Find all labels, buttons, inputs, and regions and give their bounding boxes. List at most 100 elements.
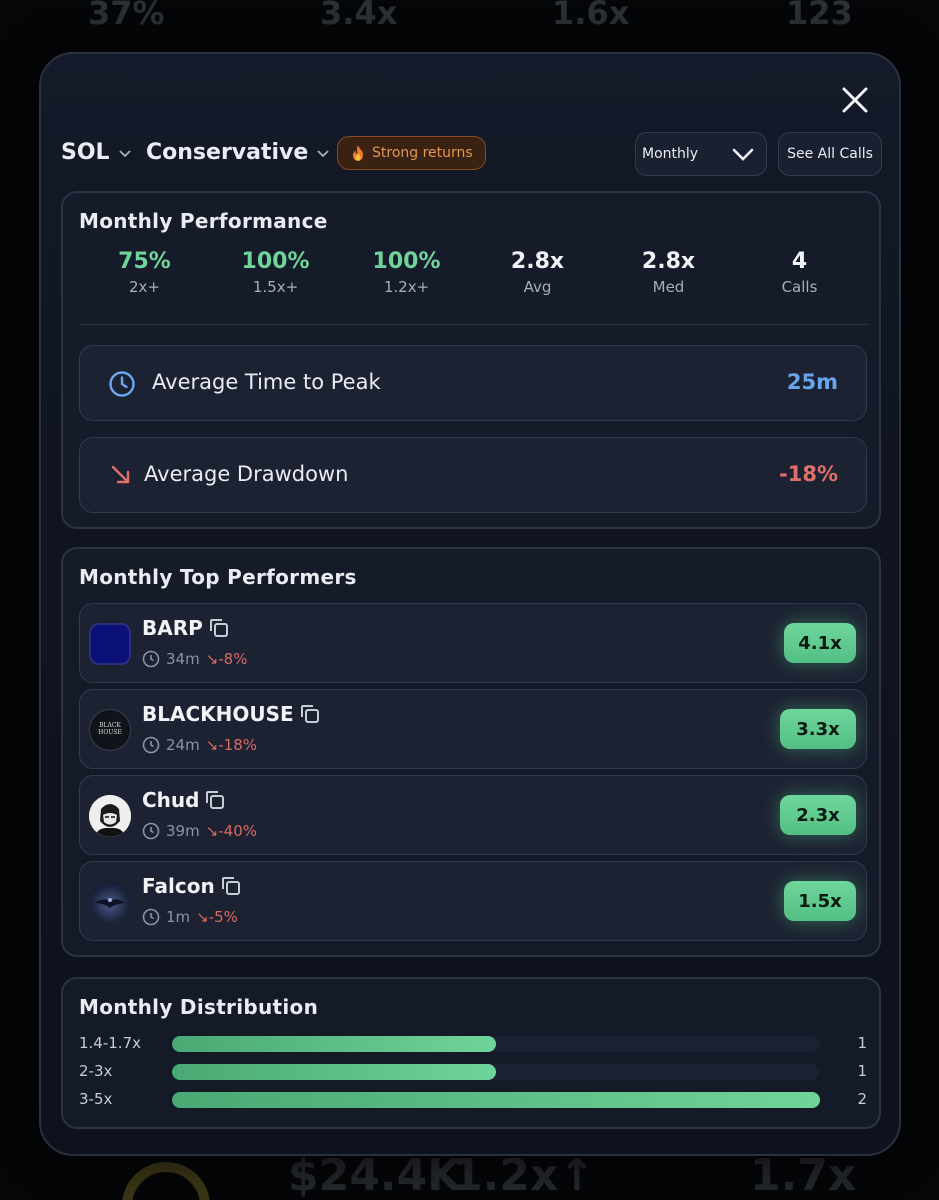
token-time: 24m — [166, 736, 200, 754]
stat-value: 4 — [791, 249, 808, 274]
card-title: Monthly Performance — [79, 209, 328, 233]
see-all-calls-button[interactable]: See All Calls — [778, 132, 882, 176]
copy-icon[interactable] — [203, 788, 227, 812]
token-meta: 34m ↘-8% — [142, 650, 247, 668]
token-drawdown: ↘-8% — [205, 650, 248, 668]
distribution-card: Monthly Distribution 1.4-1.7x 1 2-3x 1 3… — [61, 977, 881, 1129]
performer-row[interactable]: Falcon 1m ↘-5% 1.5x — [79, 861, 867, 941]
drawdown-metric: Average Drawdown -18% — [79, 437, 867, 513]
background-mult-right: 1.7x — [750, 1150, 857, 1200]
background-value: $24.4K — [288, 1150, 462, 1200]
stat-label: 1.5x+ — [252, 278, 299, 296]
token-meta: 39m ↘-40% — [142, 822, 257, 840]
metric-value: -18% — [779, 462, 838, 486]
stat-value: 100% — [241, 249, 310, 274]
distribution-count: 2 — [857, 1090, 867, 1108]
distribution-count: 1 — [857, 1034, 867, 1052]
token-name-label: Falcon — [142, 874, 215, 898]
token-time: 39m — [166, 822, 200, 840]
token-drawdown: ↘-5% — [196, 908, 238, 926]
performance-stats: 75% 2x+ 100% 1.5x+ 100% 1.2x+ 2.8x Avg 2.8x M… — [79, 249, 865, 305]
distribution-bar — [172, 1092, 820, 1108]
background-stat: 3.4x — [320, 0, 398, 32]
token-name-label: BARP — [142, 616, 203, 640]
strategy-select[interactable]: Conservative — [146, 140, 330, 165]
token-time: 34m — [166, 650, 200, 668]
stat-avg: 2.8x Avg — [472, 249, 603, 305]
distribution-track — [172, 1064, 820, 1080]
stat-label: Med — [652, 278, 685, 296]
copy-icon[interactable] — [207, 616, 231, 640]
token-drawdown: ↘-18% — [205, 736, 258, 754]
background-mult: 1.2x↑ — [452, 1150, 596, 1200]
chain-label: SOL — [61, 140, 110, 165]
stat-label: Avg — [523, 278, 552, 296]
distribution-label: 2-3x — [79, 1062, 113, 1080]
trend-down-icon — [111, 465, 130, 484]
token-avatar — [89, 881, 131, 923]
token-name: BLACKHOUSE — [142, 702, 322, 726]
distribution-track — [172, 1092, 820, 1108]
token-name: Chud — [142, 788, 227, 812]
clock-icon — [109, 371, 135, 397]
copy-icon[interactable] — [219, 874, 243, 898]
performance-modal: SOL Conservative Strong returns Monthly … — [39, 52, 901, 1156]
background-stat: 37% — [88, 0, 165, 32]
strategy-label: Conservative — [146, 140, 309, 165]
chevron-down-icon — [118, 149, 131, 157]
distribution-track — [172, 1036, 820, 1052]
clock-icon — [142, 908, 160, 926]
period-label: Monthly — [642, 146, 699, 162]
distribution-count: 1 — [857, 1062, 867, 1080]
token-time: 1m — [166, 908, 191, 926]
performer-row[interactable]: BLACK HOUSE BLACKHOUSE 24m ↘-18% 3.3x — [79, 689, 867, 769]
background-stat: 123 — [786, 0, 853, 32]
performer-row[interactable]: BARP 34m ↘-8% 4.1x — [79, 603, 867, 683]
period-dropdown[interactable]: Monthly — [635, 132, 767, 176]
token-name-label: BLACKHOUSE — [142, 702, 294, 726]
distribution-row: 2-3x 1 — [79, 1062, 867, 1082]
metric-label: Average Time to Peak — [152, 370, 381, 394]
badge-label: Strong returns — [372, 145, 473, 161]
multiplier-badge: 3.3x — [780, 709, 856, 749]
distribution-bar — [172, 1036, 496, 1052]
background-stat: 1.6x — [552, 0, 630, 32]
stat-1-5x: 100% 1.5x+ — [210, 249, 341, 305]
token-name: BARP — [142, 616, 231, 640]
distribution-row: 3-5x 2 — [79, 1090, 867, 1110]
token-avatar: BLACK HOUSE — [89, 709, 131, 751]
multiplier-badge: 2.3x — [780, 795, 856, 835]
stat-label: 2x+ — [129, 278, 160, 296]
card-title: Monthly Distribution — [79, 995, 319, 1019]
stat-value: 100% — [372, 249, 441, 274]
distribution-row: 1.4-1.7x 1 — [79, 1034, 867, 1054]
performer-row[interactable]: Chud 39m ↘-40% 2.3x — [79, 775, 867, 855]
stat-label: 1.2x+ — [383, 278, 430, 296]
clock-icon — [142, 650, 160, 668]
clock-icon — [142, 822, 160, 840]
distribution-label: 1.4-1.7x — [79, 1034, 141, 1052]
stat-value: 2.8x — [510, 249, 565, 274]
divider — [79, 324, 867, 325]
token-name: Falcon — [142, 874, 243, 898]
multiplier-badge: 4.1x — [784, 623, 856, 663]
distribution-bar — [172, 1064, 496, 1080]
portrait-icon — [89, 795, 131, 837]
chain-select[interactable]: SOL — [61, 140, 132, 165]
token-meta: 1m ↘-5% — [142, 908, 238, 926]
clock-icon — [142, 736, 160, 754]
time-to-peak-metric: Average Time to Peak 25m — [79, 345, 867, 421]
chevron-down-icon — [317, 149, 329, 157]
copy-icon[interactable] — [298, 702, 322, 726]
stat-value: 2.8x — [641, 249, 696, 274]
card-title: Monthly Top Performers — [79, 565, 357, 589]
fire-icon — [353, 145, 363, 161]
falcon-icon — [95, 898, 125, 908]
performance-card: Monthly Performance 75% 2x+ 100% 1.5x+ 100… — [61, 191, 881, 529]
strong-returns-badge: Strong returns — [337, 136, 486, 170]
token-avatar — [89, 623, 131, 665]
metric-value: 25m — [786, 370, 838, 394]
close-icon[interactable] — [837, 82, 873, 118]
token-meta: 24m ↘-18% — [142, 736, 257, 754]
stat-med: 2.8x Med — [603, 249, 734, 305]
